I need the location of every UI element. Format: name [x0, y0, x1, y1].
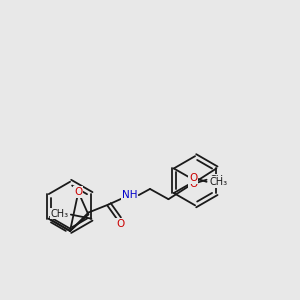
- Text: O: O: [74, 187, 82, 197]
- Text: O: O: [116, 219, 124, 229]
- Text: CH₃: CH₃: [51, 208, 69, 218]
- Text: O: O: [189, 179, 197, 189]
- Text: CH₃: CH₃: [210, 177, 228, 187]
- Text: NH: NH: [122, 190, 137, 200]
- Text: O: O: [189, 173, 197, 183]
- Text: CH₃: CH₃: [210, 175, 228, 185]
